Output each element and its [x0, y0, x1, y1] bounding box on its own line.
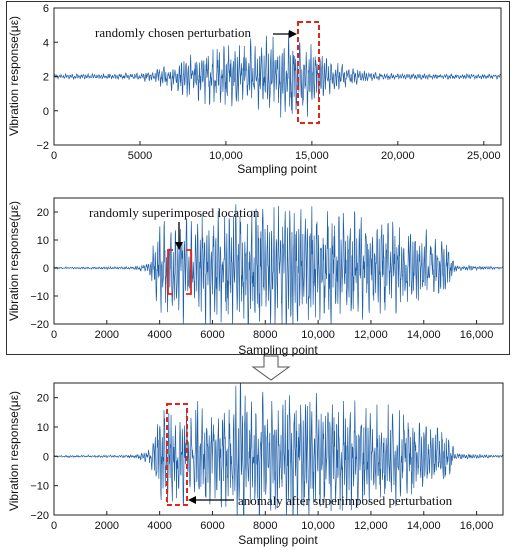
- x-tick-label: 6000: [200, 520, 224, 532]
- y-tick-label: 0: [43, 451, 49, 463]
- x-tick-label: 25,000: [467, 150, 501, 162]
- x-tick-label: 20,000: [381, 150, 415, 162]
- chart-2-bracket-left: [167, 249, 173, 295]
- chart-3-series-line: [54, 383, 503, 515]
- x-tick-label: 0: [51, 150, 57, 162]
- x-tick-label: 4000: [147, 329, 171, 341]
- x-tick-label: 10,000: [301, 520, 335, 532]
- chart-2-series-line: [54, 204, 503, 324]
- chart-3-arrowhead: [188, 496, 196, 504]
- chart-3-plot-frame: [53, 382, 504, 516]
- chart-1-perturbation-box: [297, 21, 320, 124]
- chart-2-annotation: randomly superimposed location: [89, 205, 260, 220]
- chart-3-xlabel: Sampling point: [238, 533, 318, 547]
- chart-2: 0 2000 4000 6000 8000 10,000 12,000 14,000 16,00…: [7, 197, 504, 357]
- y-tick-label: 20: [37, 393, 49, 405]
- y-tick-label: 20: [37, 207, 49, 219]
- y-tick-label: 0: [43, 106, 49, 118]
- chart-1-ylabel: Vibration response(με): [7, 16, 21, 136]
- y-tick-label: −10: [30, 291, 49, 303]
- y-tick-label: −20: [30, 510, 49, 522]
- y-tick-label: 10: [37, 422, 49, 434]
- y-tick-label: 4: [43, 37, 49, 49]
- series-line: [54, 204, 503, 324]
- x-tick-label: 6000: [200, 329, 224, 341]
- chart-1-arrowhead: [289, 30, 297, 38]
- x-tick-label: 15,000: [295, 150, 329, 162]
- series-line: [54, 383, 503, 515]
- chart-2-bracket-right: [186, 249, 192, 295]
- x-tick-label: 16,000: [460, 520, 494, 532]
- chart-2-axes: 0 2000 4000 6000 8000 10,000 12,000 14,000 16,00…: [30, 207, 493, 341]
- chart-2-plot-frame: [53, 197, 504, 325]
- down-arrow: [251, 355, 291, 381]
- chart-3: 0 2000 4000 6000 8000 10,000 12,000 14,000 16,00…: [7, 382, 504, 547]
- x-tick-label: 2000: [95, 329, 119, 341]
- y-tick-label: 6: [43, 3, 49, 15]
- chart-3-axes: 0 2000 4000 6000 8000 10,000 12,000 14,000 16,00…: [30, 393, 493, 532]
- x-tick-label: 12,000: [354, 520, 388, 532]
- x-tick-label: 16,000: [460, 329, 494, 341]
- x-tick-label: 8000: [253, 520, 277, 532]
- x-tick-label: 10,000: [209, 150, 243, 162]
- chart-3-anomaly-box: [166, 403, 188, 506]
- x-tick-label: 0: [51, 520, 57, 532]
- chart-1-xlabel: Sampling point: [237, 162, 317, 176]
- y-tick-label: 2: [43, 72, 49, 84]
- chart-1-annotation: randomly chosen perturbation: [95, 25, 251, 40]
- top-panel-frame: [6, 1, 510, 355]
- chart-2-ylabel: Vibration response(με): [7, 201, 21, 321]
- x-tick-label: 4000: [147, 520, 171, 532]
- chart-2-xlabel: Sampling point: [238, 343, 318, 357]
- chart-1-series-line: [54, 31, 501, 118]
- x-tick-label: 10,000: [301, 329, 335, 341]
- x-tick-label: 2000: [95, 520, 119, 532]
- x-tick-label: 12,000: [354, 329, 388, 341]
- x-tick-label: 5000: [128, 150, 152, 162]
- x-tick-label: 14,000: [407, 329, 441, 341]
- chart-3-ylabel: Vibration response(με): [7, 391, 21, 511]
- y-tick-label: 0: [43, 263, 49, 275]
- chart-2-arrowhead: [175, 242, 183, 250]
- series-line: [54, 31, 501, 118]
- y-tick-label: −20: [30, 319, 49, 331]
- y-tick-label: 10: [37, 235, 49, 247]
- y-tick-label: −10: [30, 481, 49, 493]
- x-tick-label: 14,000: [407, 520, 441, 532]
- y-tick-label: −2: [36, 140, 49, 152]
- x-tick-label: 8000: [253, 329, 277, 341]
- x-tick-label: 0: [51, 329, 57, 341]
- chart-3-annotation: anomaly after superimposed perturbation: [238, 493, 453, 508]
